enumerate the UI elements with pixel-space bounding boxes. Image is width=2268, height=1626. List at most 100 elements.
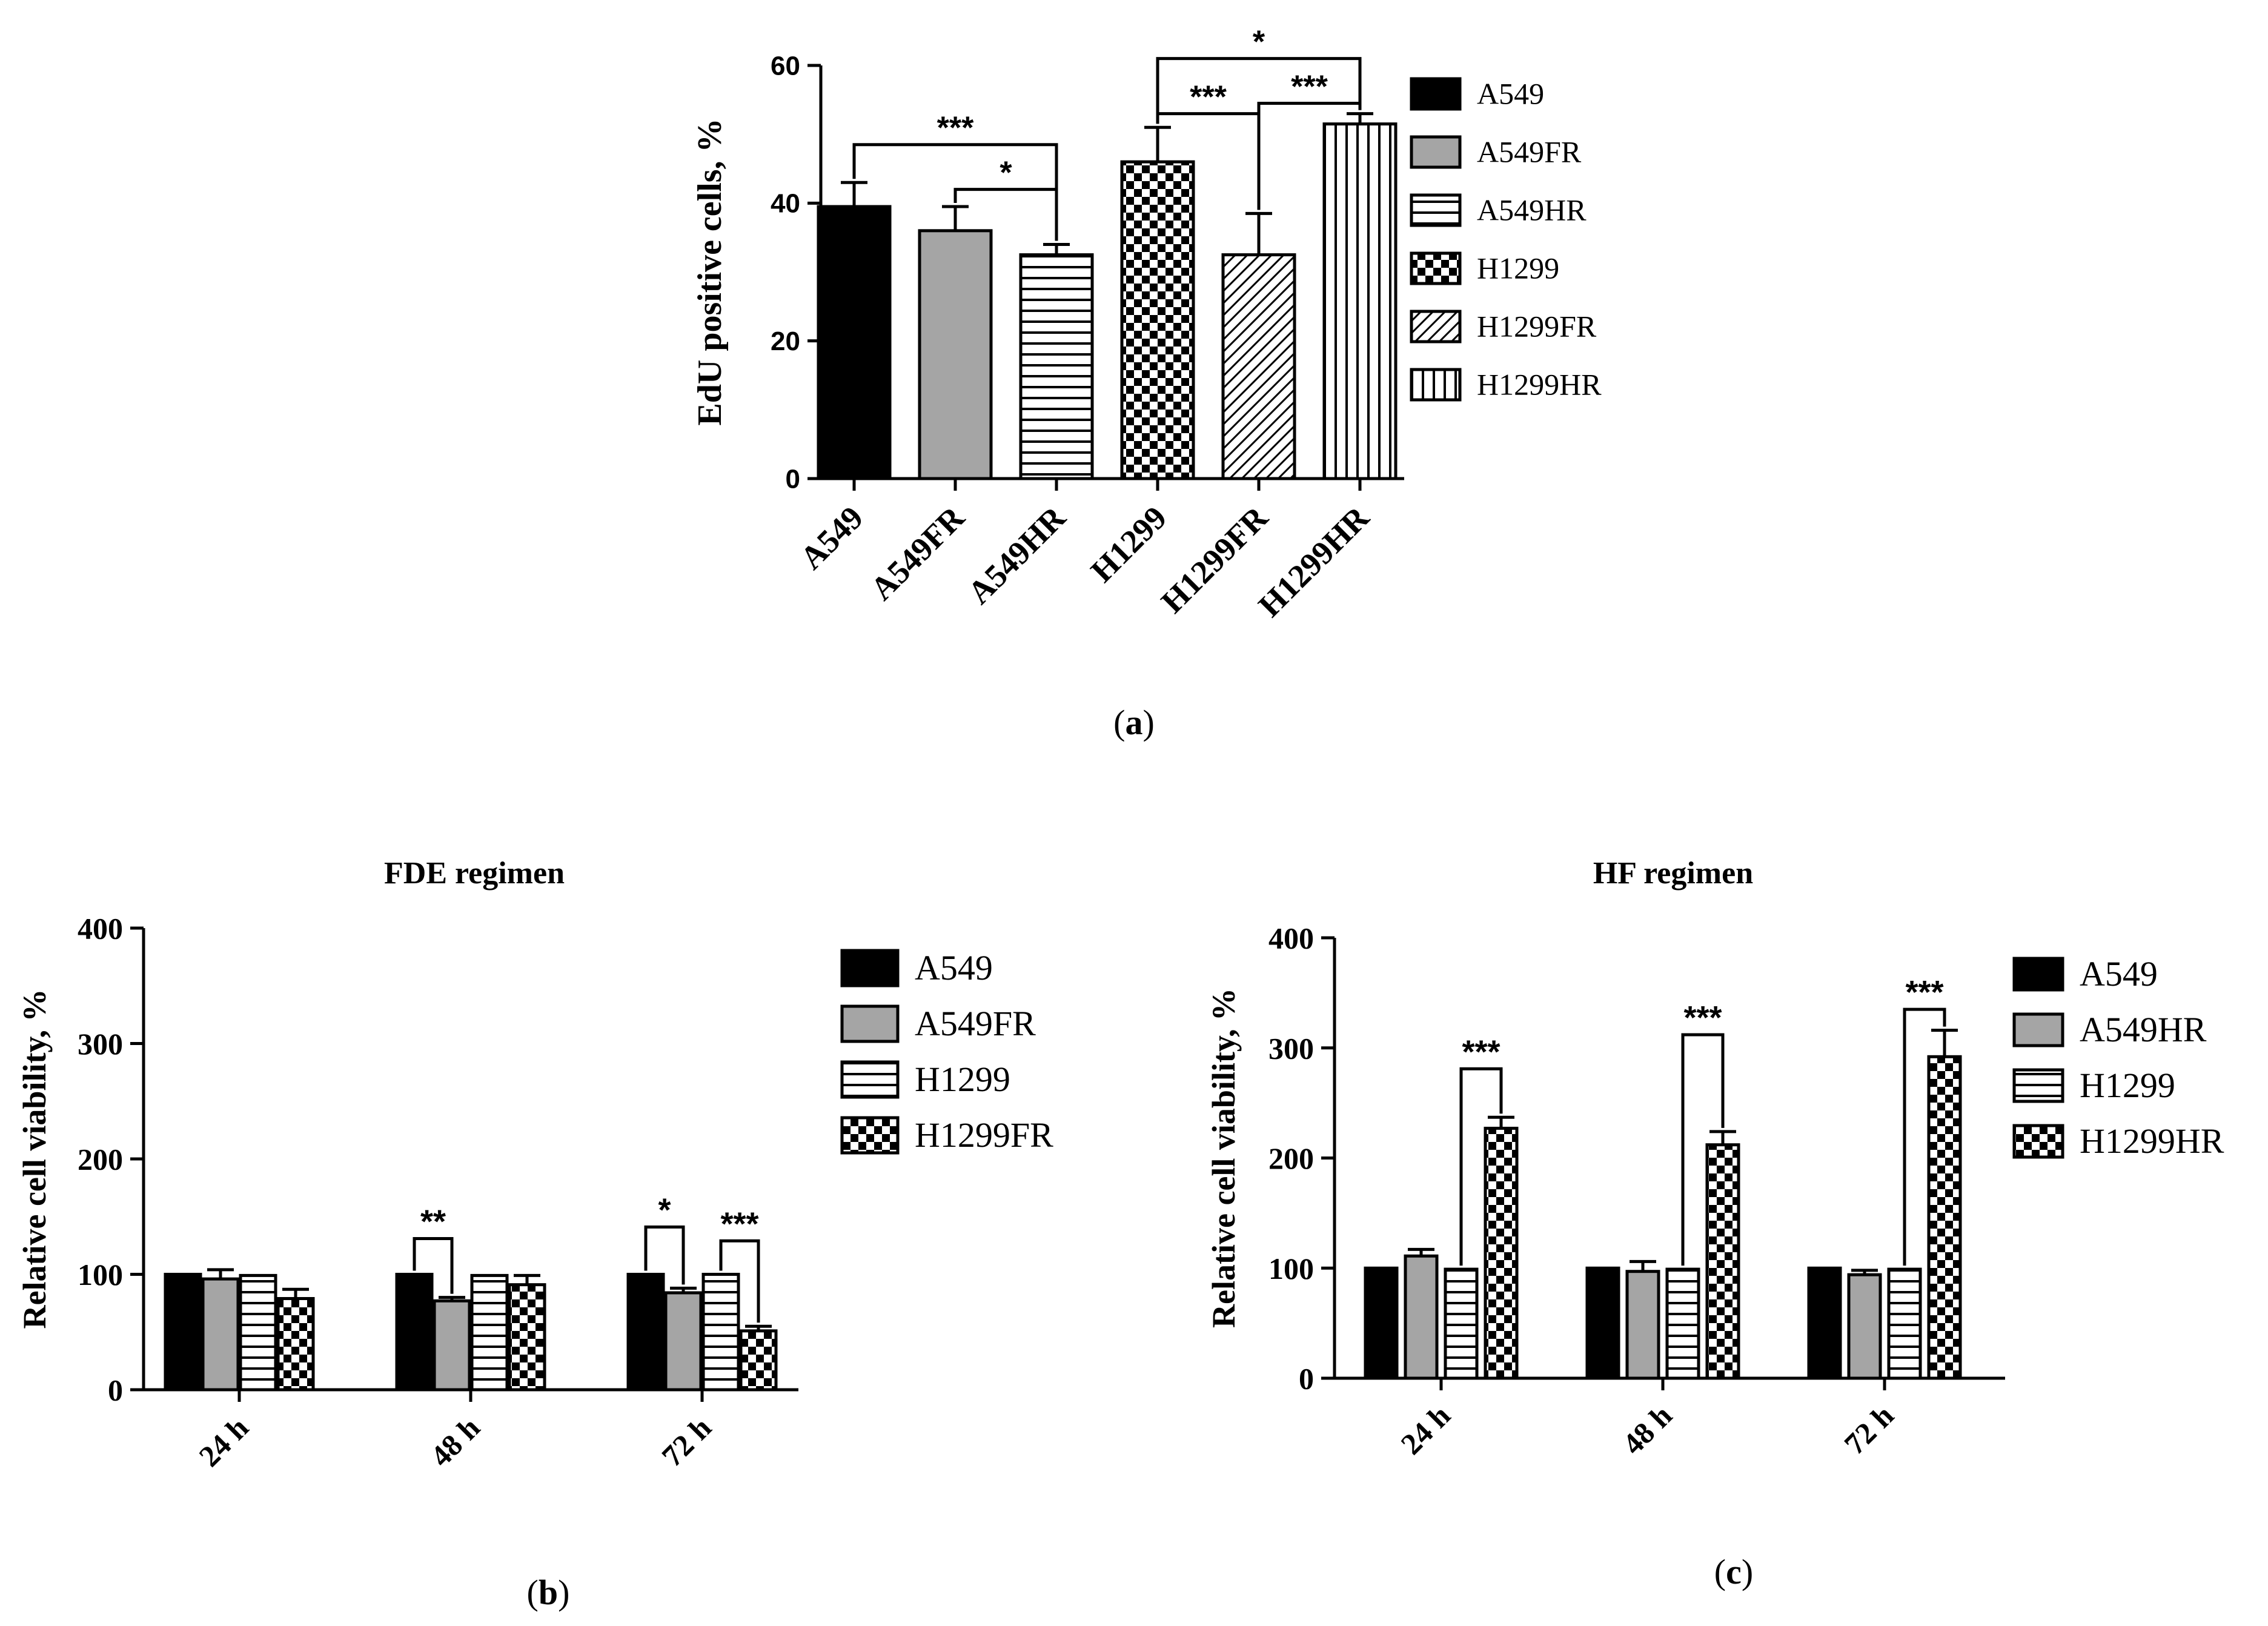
chart-b-bar-h1299-48-h xyxy=(470,1273,509,1392)
chart-c-xtick-label-48-h: 48 h xyxy=(1616,1398,1679,1461)
chart-c-bar-h1299hr-48-h xyxy=(1705,1143,1740,1380)
chart-a-y-axis-label: EdU positive cells, % xyxy=(691,118,729,425)
chart-c-bar-h1299hr-24-h xyxy=(1484,1126,1519,1380)
chart-a-sig-2-label: *** xyxy=(1190,80,1227,115)
chart-c-bar-a549hr-24-h xyxy=(1404,1254,1439,1380)
chart-a-ytick-label-3: 60 xyxy=(771,51,800,81)
chart-b-sig-2-label: *** xyxy=(720,1206,758,1242)
chart-c-bar-a549-48-h xyxy=(1585,1266,1620,1380)
chart-b-bar-h1299-72-h xyxy=(701,1273,740,1392)
chart-b-ytick-label-1: 100 xyxy=(78,1258,123,1292)
chart-c-ytick-label-1: 100 xyxy=(1268,1252,1314,1286)
chart-b-ytick-label-3: 300 xyxy=(78,1027,123,1061)
chart-b-bar-a549-48-h xyxy=(395,1273,434,1392)
panel-label-c: (c) xyxy=(1714,1552,1753,1591)
chart-c-bar-h1299-24-h xyxy=(1444,1267,1479,1380)
chart-a-legend-label-h1299fr: H1299FR xyxy=(1477,310,1597,343)
chart-b-bar-h1299fr-48-h xyxy=(508,1283,546,1392)
chart-c-xtick-label-72-h: 72 h xyxy=(1837,1398,1900,1461)
chart-b-title: FDE regimen xyxy=(384,856,565,891)
chart-b-sig-2-bracket xyxy=(719,1239,760,1323)
chart-b-bar-h1299fr-24-h xyxy=(276,1297,315,1392)
chart-c-ytick-label-2: 200 xyxy=(1268,1141,1314,1175)
chart-c-title: HF regimen xyxy=(1593,856,1753,891)
chart-a-bar-h1299hr xyxy=(1322,122,1398,480)
chart-a-legend-label-a549: A549 xyxy=(1477,77,1544,111)
chart-c-bar-a549-72-h xyxy=(1807,1266,1842,1380)
chart-c-sig-2-bracket xyxy=(1903,1007,1946,1266)
chart-b-ytick-label-0: 0 xyxy=(108,1373,123,1407)
chart-a-legend-swatch-a549fr xyxy=(1410,135,1462,169)
chart-b-legend-swatch-h1299 xyxy=(840,1060,900,1099)
chart-b-ytick-label-4: 400 xyxy=(78,912,123,946)
chart-c-bar-a549-24-h xyxy=(1364,1266,1399,1380)
chart-a-sig-4-label: * xyxy=(1253,25,1265,60)
chart-b-xtick-label-48-h: 48 h xyxy=(423,1410,486,1473)
chart-b-legend-label-h1299fr: H1299FR xyxy=(915,1115,1053,1155)
chart-c-ytick-label-4: 400 xyxy=(1268,921,1314,955)
chart-c-sig-0-bracket xyxy=(1459,1067,1503,1266)
chart-c-legend-swatch-h1299hr xyxy=(2012,1124,2064,1159)
chart-c-bar-h1299hr-72-h xyxy=(1927,1055,1962,1380)
chart-b-sig-1-label: * xyxy=(658,1192,671,1228)
chart-c-bar-h1299-72-h xyxy=(1887,1267,1922,1380)
chart-c-bar-a549hr-48-h xyxy=(1625,1270,1660,1380)
chart-c-legend-label-a549hr: A549HR xyxy=(2080,1010,2207,1049)
chart-c-y-axis-label: Relative cell viability, % xyxy=(1205,988,1242,1328)
chart-b-bar-h1299-24-h xyxy=(239,1273,277,1392)
chart-b-y-axis-label: Relative cell viability, % xyxy=(16,989,53,1329)
chart-a-legend-label-h1299hr: H1299HR xyxy=(1477,368,1602,402)
chart-a-legend-swatch-h1299 xyxy=(1410,251,1462,285)
chart-a-xtick-label-h1299: H1299 xyxy=(1084,499,1174,589)
chart-a-ytick-label-1: 20 xyxy=(771,327,800,356)
chart-a-xtick-label-h1299hr: H1299HR xyxy=(1252,499,1376,623)
chart-a-sig-3-label: *** xyxy=(1291,70,1328,105)
chart-a-bar-h1299 xyxy=(1120,160,1195,480)
chart-a-bar-a549hr xyxy=(1019,253,1094,480)
chart-b-legend-swatch-a549fr xyxy=(840,1004,900,1043)
chart-c-legend-label-a549: A549 xyxy=(2080,954,2158,994)
chart-a-sig-1-bracket xyxy=(953,188,1058,241)
chart-a-sig-4-bracket xyxy=(1156,57,1362,124)
chart-b-bar-h1299fr-72-h xyxy=(739,1329,778,1392)
chart-c-legend-label-h1299hr: H1299HR xyxy=(2080,1121,2224,1161)
chart-b-xtick-label-72-h: 72 h xyxy=(655,1410,718,1473)
chart-b-legend-label-a549fr: A549FR xyxy=(915,1004,1036,1043)
chart-b-sig-0-bracket xyxy=(413,1236,454,1294)
chart-a-xtick-label-a549: A549 xyxy=(793,499,870,576)
chart-b-bar-a549-72-h xyxy=(626,1273,665,1392)
chart-a-sig-1-label: * xyxy=(1000,156,1012,191)
chart-c-legend-swatch-h1299 xyxy=(2012,1068,2064,1103)
chart-a-ytick-label-2: 40 xyxy=(771,189,800,219)
chart-a-xtick-label-a549hr: A549HR xyxy=(961,499,1073,611)
chart-b-sig-0-label: ** xyxy=(420,1203,446,1239)
chart-c-xtick-label-24-h: 24 h xyxy=(1394,1398,1457,1461)
chart-c-bar-a549hr-72-h xyxy=(1847,1273,1882,1380)
chart-c-legend-swatch-a549 xyxy=(2012,957,2064,992)
chart-a-bar-a549 xyxy=(817,205,892,480)
chart-b-legend-label-h1299: H1299 xyxy=(915,1060,1010,1099)
chart-b-bar-a549fr-72-h xyxy=(664,1291,703,1392)
chart-a-legend-label-a549fr: A549FR xyxy=(1477,135,1582,169)
chart-c-sig-2-label: *** xyxy=(1905,974,1943,1010)
chart-b-bar-a549-24-h xyxy=(164,1273,202,1392)
chart-b-ytick-label-2: 200 xyxy=(78,1143,123,1176)
chart-b: 0 100 200 300 400 Relative cell viability, % F… xyxy=(16,856,1053,1473)
chart-c-ytick-label-3: 300 xyxy=(1268,1031,1314,1065)
chart-a-bar-a549fr xyxy=(918,229,993,480)
chart-a-xtick-label-a549fr: A549FR xyxy=(863,499,972,607)
panel-label-a: (a) xyxy=(1113,703,1155,742)
chart-b-bar-a549fr-24-h xyxy=(201,1277,240,1392)
chart-a-legend-swatch-h1299hr xyxy=(1410,368,1462,402)
chart-c-legend-label-h1299: H1299 xyxy=(2080,1066,2175,1105)
chart-a-legend-label-h1299: H1299 xyxy=(1477,251,1559,285)
chart-a-sig-0-label: *** xyxy=(937,111,974,146)
chart-b-sig-1-bracket xyxy=(644,1225,685,1285)
chart-a-legend-swatch-h1299fr xyxy=(1410,310,1462,343)
chart-c-sig-0-label: *** xyxy=(1462,1034,1500,1070)
chart-c: 0 100 200 300 400 Relative cell viability, % H… xyxy=(1205,856,2224,1461)
chart-b-xtick-label-24-h: 24 h xyxy=(192,1410,255,1473)
chart-a-ytick-label-0: 0 xyxy=(786,464,800,494)
